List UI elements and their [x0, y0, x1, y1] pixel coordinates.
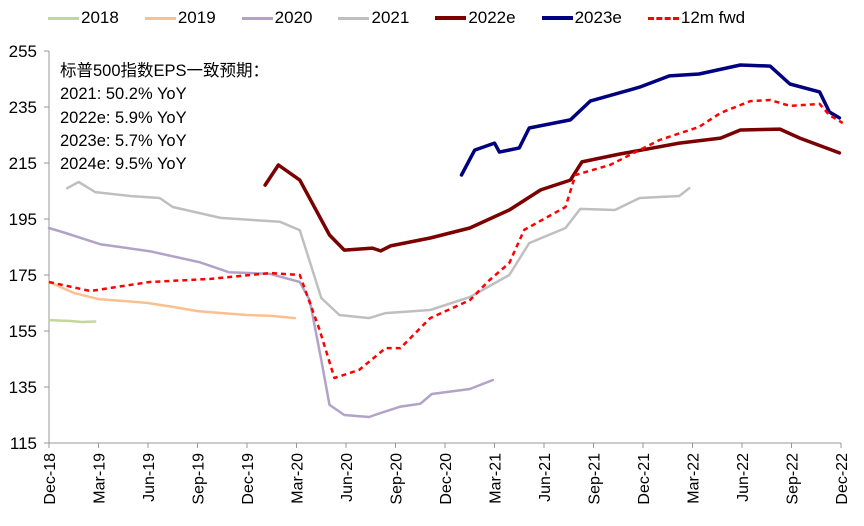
legend-label: 2022e	[468, 8, 516, 27]
series-line-12m-fwd	[48, 98, 844, 380]
annotation-line: 2022e: 5.9% YoY	[60, 108, 187, 127]
legend-swatch	[435, 16, 467, 20]
y-tick-label: 175	[9, 266, 37, 285]
legend-label: 2020	[274, 8, 313, 27]
x-tick-label: Sep-22	[785, 453, 802, 505]
legend-label: 12m fwd	[680, 8, 746, 27]
chart-legend: 2018 2019 2020 2021 2022e 2023e 12m fwd	[48, 8, 771, 28]
y-tick-label: 195	[9, 210, 37, 229]
x-tick-label: Sep-20	[389, 453, 406, 505]
x-tick-label: Jun-21	[537, 453, 554, 502]
series-line-2019	[47, 280, 297, 320]
y-tick-label: 215	[9, 154, 37, 173]
legend-label: 2019	[177, 8, 216, 27]
x-tick-label: Mar-20	[290, 453, 307, 504]
legend-swatch	[241, 16, 273, 20]
series-line-2022e	[263, 127, 842, 253]
x-tick-label: Jun-20	[339, 453, 356, 502]
legend-swatch	[48, 16, 79, 20]
y-tick-label: 135	[9, 378, 37, 397]
x-tick-label: Dec-19	[240, 453, 257, 505]
y-tick-label: 115	[10, 434, 37, 453]
legend-swatch	[338, 16, 370, 20]
x-tick-label: Mar-19	[92, 453, 109, 504]
legend-item: 2020	[241, 8, 313, 28]
legend-item: 2018	[48, 8, 119, 28]
annotation-line: 标普500指数EPS一致预期：	[60, 62, 270, 80]
x-tick-label: Mar-21	[488, 453, 505, 504]
x-tick-label: Dec-21	[636, 453, 653, 505]
x-tick-label: Jun-22	[735, 453, 752, 502]
x-tick-label: Dec-20	[438, 453, 455, 505]
legend-item: 2023e	[541, 8, 622, 28]
series-line-2023e	[459, 63, 842, 177]
legend-item: 2021	[338, 8, 409, 28]
legend-item: 12m fwd	[647, 8, 746, 28]
x-tick-label: Sep-19	[191, 453, 208, 505]
annotation-line: 2021: 50.2% YoY	[60, 85, 187, 104]
legend-label: 2018	[81, 8, 119, 27]
legend-item: 2022e	[435, 8, 516, 28]
x-tick-label: Dec-18	[42, 453, 59, 505]
legend-label: 2023e	[574, 8, 622, 27]
annotation-line: 2023e: 5.7% YoY	[60, 131, 187, 150]
x-tick-label: Mar-22	[686, 453, 703, 504]
series-line-2018	[47, 318, 97, 324]
x-tick-label: Sep-21	[587, 453, 604, 505]
legend-swatch	[541, 16, 573, 20]
x-tick-label: Dec-22	[834, 453, 851, 505]
y-tick-label: 155	[9, 322, 37, 341]
legend-swatch	[647, 16, 679, 20]
x-tick-label: Jun-19	[141, 453, 158, 502]
y-tick-label: 255	[9, 42, 37, 61]
legend-swatch	[144, 16, 176, 20]
legend-item: 2019	[144, 8, 216, 28]
eps-annotation: 标普500指数EPS一致预期： 2021: 50.2% YoY 2022e: 5.9…	[60, 60, 269, 176]
y-tick-label: 235	[9, 98, 37, 117]
series-line-2021	[65, 180, 691, 320]
series-line-2020	[47, 226, 495, 419]
legend-label: 2021	[371, 8, 410, 27]
annotation-line: 2024e: 9.5% YoY	[60, 155, 187, 174]
